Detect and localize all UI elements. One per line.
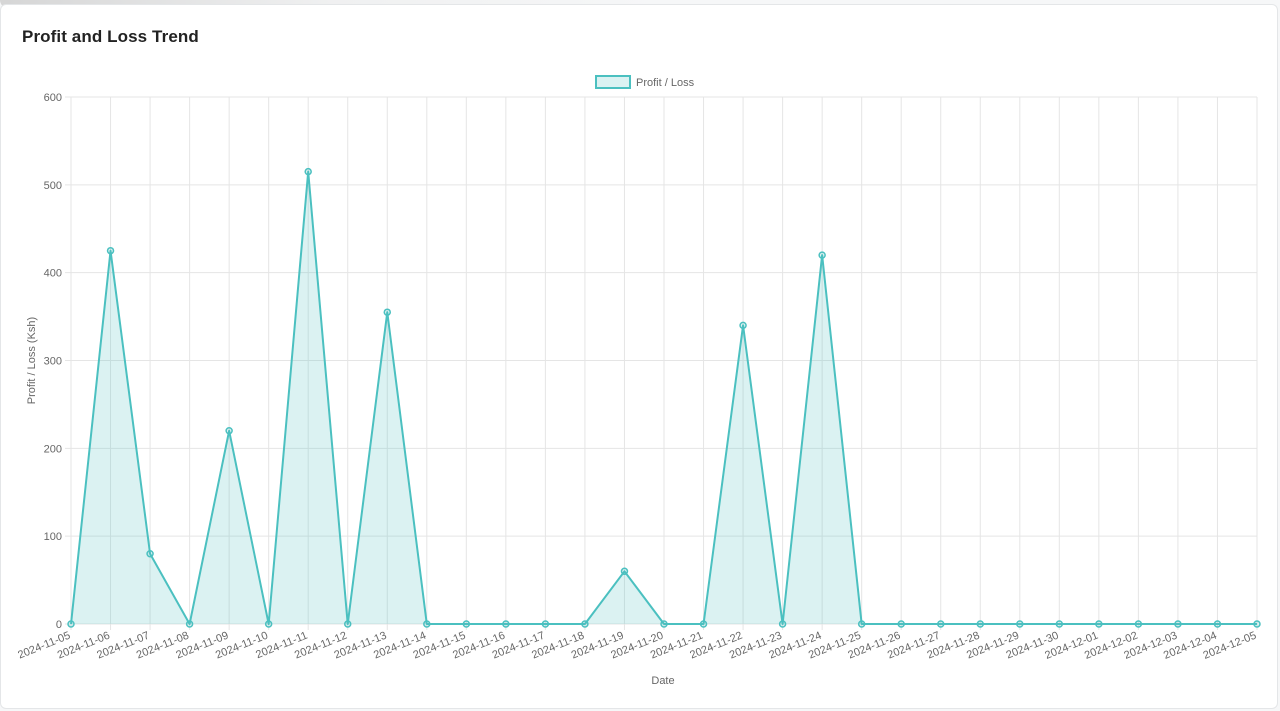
data-point[interactable] bbox=[462, 620, 471, 628]
x-axis-label: Date bbox=[651, 675, 674, 687]
y-tick-label: 0 bbox=[56, 619, 62, 631]
data-point[interactable] bbox=[383, 308, 392, 316]
data-point[interactable] bbox=[1174, 620, 1182, 628]
data-point[interactable] bbox=[1134, 620, 1143, 628]
y-axis-ticks: 0 100 200 300 400 500 600 bbox=[44, 92, 62, 631]
series-line bbox=[70, 170, 1257, 625]
y-tick-label: 300 bbox=[44, 356, 62, 368]
data-point[interactable] bbox=[423, 620, 431, 628]
data-point[interactable] bbox=[1055, 620, 1064, 628]
data-point[interactable] bbox=[185, 620, 194, 628]
data-point[interactable] bbox=[936, 620, 945, 628]
data-point[interactable] bbox=[1016, 620, 1024, 628]
data-point[interactable] bbox=[897, 620, 905, 628]
series-area bbox=[71, 171, 1257, 624]
data-point[interactable] bbox=[739, 321, 747, 330]
y-tick-label: 400 bbox=[44, 268, 62, 280]
y-tick-label: 600 bbox=[44, 92, 62, 104]
data-point[interactable] bbox=[818, 251, 826, 259]
y-axis-label: Profit / Loss (Ksh) bbox=[26, 317, 38, 404]
card-title: Profit and Loss Trend bbox=[22, 27, 199, 46]
data-point[interactable] bbox=[541, 620, 550, 628]
data-point[interactable] bbox=[264, 620, 273, 628]
data-point[interactable] bbox=[1095, 620, 1103, 628]
data-point[interactable] bbox=[502, 620, 510, 628]
data-point[interactable] bbox=[304, 167, 312, 176]
data-point[interactable] bbox=[106, 246, 115, 255]
data-point[interactable] bbox=[976, 620, 985, 628]
legend-swatch[interactable] bbox=[595, 75, 631, 89]
x-axis-ticks: 2024-11-052024-11-062024-11-072024-11-08… bbox=[16, 630, 1258, 662]
data-point[interactable] bbox=[146, 549, 154, 558]
data-point[interactable] bbox=[1213, 620, 1222, 628]
data-point[interactable] bbox=[67, 620, 75, 628]
chart-legend[interactable]: Profit / Loss bbox=[595, 75, 695, 89]
data-point[interactable] bbox=[620, 567, 629, 576]
legend-label[interactable]: Profit / Loss bbox=[636, 77, 695, 89]
data-point[interactable] bbox=[343, 620, 352, 628]
data-point[interactable] bbox=[1253, 620, 1261, 628]
y-tick-label: 100 bbox=[44, 531, 62, 543]
data-point[interactable] bbox=[660, 620, 668, 628]
data-point[interactable] bbox=[581, 620, 589, 628]
y-tick-label: 200 bbox=[44, 443, 62, 455]
y-tick-label: 500 bbox=[44, 180, 62, 192]
series-points bbox=[67, 167, 1261, 628]
data-point[interactable] bbox=[778, 620, 787, 628]
data-point[interactable] bbox=[699, 620, 708, 628]
chart-grid bbox=[65, 96, 1258, 630]
data-point[interactable] bbox=[857, 620, 866, 628]
data-point[interactable] bbox=[225, 427, 233, 435]
